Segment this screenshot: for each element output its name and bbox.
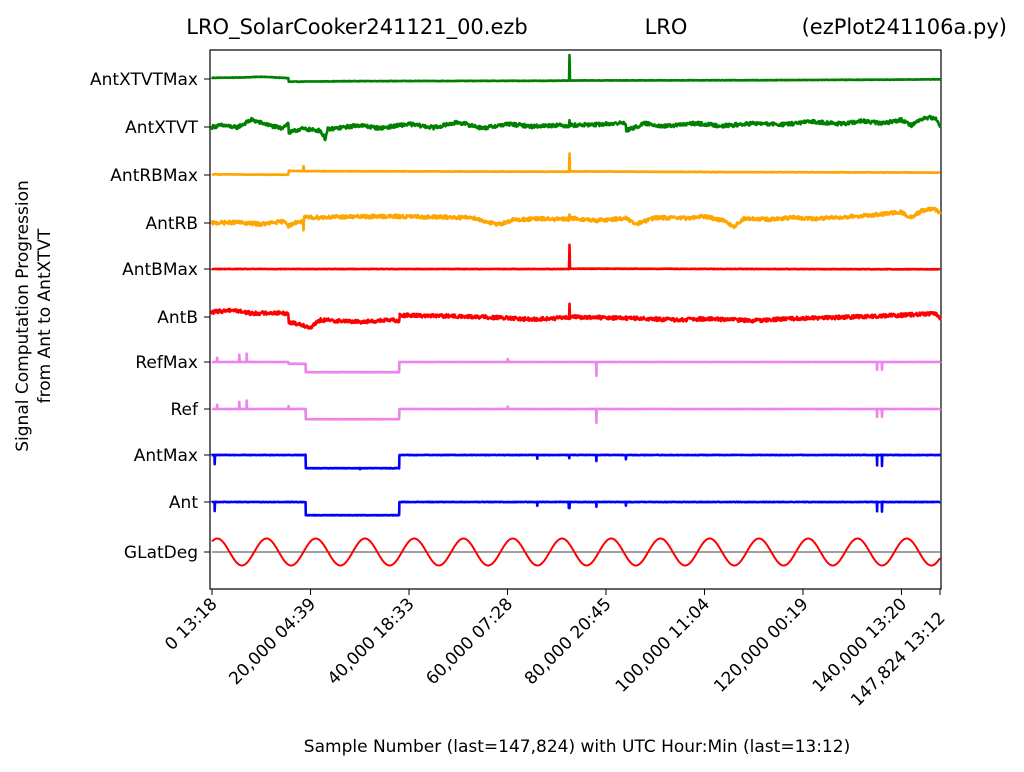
series-line-antbmax [210, 243, 941, 271]
x-tick-label-6: 120,000 00:19 [710, 594, 812, 696]
y-axis-label-line2: from Ant to AntXTVT [35, 228, 55, 403]
series-line-antrbmax [211, 152, 941, 177]
x-tick-label-3: 60,000 07:28 [422, 594, 517, 689]
x-tick-label-2: 40,000 18:33 [324, 594, 419, 689]
series-line-antxtvtmax [210, 53, 942, 84]
y-tick-label-antrbmax: AntRBMax [110, 166, 198, 186]
chart-title-center: LRO [645, 15, 688, 39]
x-tick-label-1: 20,000 04:39 [225, 594, 320, 689]
series-line-antb [210, 302, 942, 330]
series-line-antmax [210, 453, 942, 471]
series-line-antrb [210, 206, 942, 232]
y-tick-label-antxtvt: AntXTVT [125, 118, 198, 138]
y-axis-label-line1: Signal Computation Progression [13, 180, 33, 452]
x-tick-label-4: 80,000 20:45 [521, 594, 616, 689]
y-tick-label-glatdeg: GLatDeg [124, 543, 198, 563]
series-line-glatdeg [211, 537, 941, 567]
series-line-antxtvt [210, 114, 942, 142]
y-tick-label-ref: Ref [171, 400, 200, 420]
x-tick-layer: 0 13:18 20,000 04:39 40,000 18:33 60,000 07… [161, 589, 950, 711]
series-line-ref [211, 399, 942, 424]
y-tick-label-antxtvtmax: AntXTVTMax [90, 70, 198, 90]
chart-title-left: LRO_SolarCooker241121_00.ezb [186, 15, 528, 40]
y-tick-label-antb: AntB [157, 308, 198, 328]
x-tick-label-0: 0 13:18 [161, 594, 221, 654]
y-tick-label-antbmax: AntBMax [122, 260, 198, 280]
y-tick-label-antmax: AntMax [134, 446, 198, 466]
x-tick-label-8: 147,824 13:12 [847, 608, 949, 710]
y-tick-label-refmax: RefMax [135, 353, 198, 373]
chart-title-right: (ezPlot241106a.py) [802, 15, 1007, 39]
series-layer [210, 53, 942, 567]
series-line-ant [210, 500, 942, 517]
y-tick-layer: AntXTVTMax AntXTVT AntRBMax AntRB AntBMax Ant… [90, 70, 210, 563]
series-line-refmax [211, 352, 942, 378]
y-tick-label-antrb: AntRB [145, 214, 198, 234]
y-tick-label-ant: Ant [169, 493, 198, 513]
x-tick-label-7: 140,000 13:20 [809, 594, 911, 696]
x-axis-label: Sample Number (last=147,824) with UTC Ho… [304, 737, 850, 757]
x-tick-label-5: 100,000 11:04 [612, 594, 714, 696]
